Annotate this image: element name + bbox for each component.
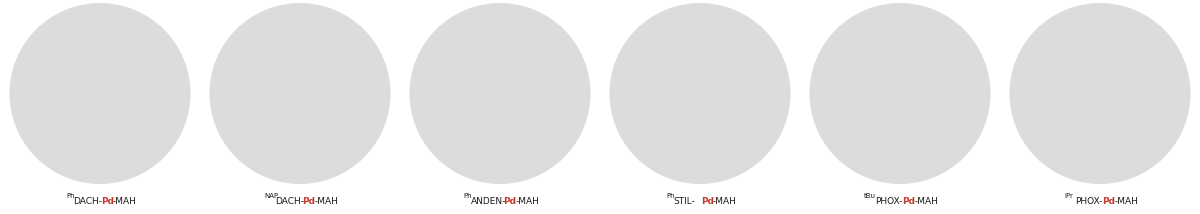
Text: Ph: Ph <box>463 193 472 199</box>
Text: -MAH: -MAH <box>314 197 338 206</box>
Circle shape <box>210 3 390 184</box>
Text: PHOX-: PHOX- <box>876 197 902 206</box>
Circle shape <box>10 3 191 184</box>
Circle shape <box>409 3 590 184</box>
Text: Pd: Pd <box>503 197 516 206</box>
Text: DACH-: DACH- <box>73 197 102 206</box>
Text: Ph: Ph <box>66 193 74 199</box>
Text: iPr: iPr <box>1064 193 1073 199</box>
Text: Ph: Ph <box>666 193 674 199</box>
Text: -MAH: -MAH <box>1115 197 1138 206</box>
Text: -MAH: -MAH <box>515 197 539 206</box>
Text: -MAH: -MAH <box>113 197 137 206</box>
Text: Pd: Pd <box>302 197 316 206</box>
Text: Pd: Pd <box>902 197 916 206</box>
Text: STIL-: STIL- <box>673 197 696 206</box>
Text: -MAH: -MAH <box>914 197 938 206</box>
Circle shape <box>1009 3 1190 184</box>
Text: -MAH: -MAH <box>713 197 737 206</box>
Circle shape <box>810 3 990 184</box>
Text: Pd: Pd <box>701 197 714 206</box>
Circle shape <box>610 3 791 184</box>
Text: tBu: tBu <box>864 193 876 199</box>
Text: Pd: Pd <box>1103 197 1116 206</box>
Text: PHOX-: PHOX- <box>1075 197 1103 206</box>
Text: Pd: Pd <box>101 197 114 206</box>
Text: ANDEN-: ANDEN- <box>470 197 506 206</box>
Text: NAP: NAP <box>264 193 278 199</box>
Text: DACH-: DACH- <box>276 197 305 206</box>
